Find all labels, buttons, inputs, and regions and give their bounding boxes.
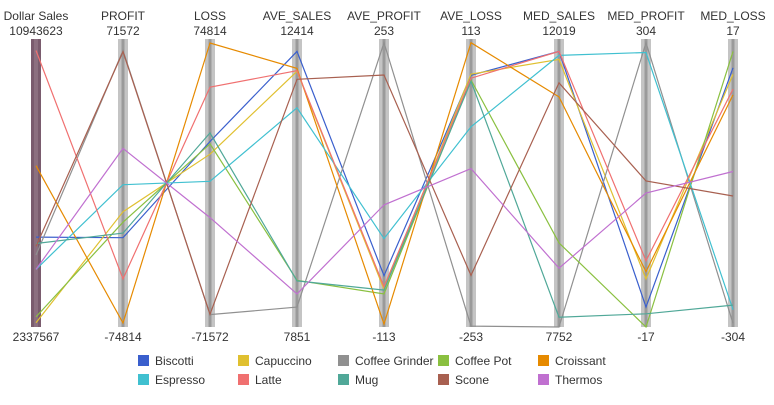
series-line-espresso[interactable] — [35, 51, 734, 310]
axis-bar-core — [644, 39, 648, 327]
legend-swatch — [338, 355, 349, 366]
legend-swatch — [538, 355, 549, 366]
legend-label: Coffee Pot — [455, 354, 512, 368]
legend-label: Croissant — [555, 354, 606, 368]
legend-swatch — [538, 374, 549, 385]
legend-swatch — [438, 374, 449, 385]
series-lines — [35, 40, 734, 329]
axis-min-label: -74814 — [104, 330, 142, 344]
axis-min-label: -253 — [459, 330, 483, 344]
axis-min-label: -17 — [637, 330, 655, 344]
axis-bar-core — [208, 39, 212, 327]
legend-item-scone[interactable]: Scone — [438, 373, 489, 387]
axis-min-label: -113 — [372, 330, 395, 344]
axis-title-loss: LOSS — [194, 9, 226, 23]
axis-min-label: 2337567 — [13, 330, 60, 344]
axis-min-label: 7752 — [546, 330, 573, 344]
axis-bars — [31, 39, 738, 327]
legend-item-croissant[interactable]: Croissant — [538, 354, 606, 368]
axis-title-med-loss: MED_LOSS — [700, 9, 765, 23]
axis-title-ave-profit: AVE_PROFIT — [347, 9, 421, 23]
axis-max-label: 12414 — [280, 24, 314, 38]
axis-bar-core — [469, 39, 473, 327]
legend-item-mug[interactable]: Mug — [338, 373, 378, 387]
axis-bar-core — [295, 39, 299, 327]
axis-bar-core — [731, 39, 735, 327]
series-line-latte[interactable] — [35, 50, 734, 289]
axis-max-label: 253 — [374, 24, 394, 38]
legend-item-capuccino[interactable]: Capuccino — [238, 354, 312, 368]
axis-min-label: -304 — [721, 330, 745, 344]
series-line-thermos[interactable] — [35, 147, 734, 295]
legend-item-coffee-grinder[interactable]: Coffee Grinder — [338, 354, 434, 368]
legend-item-thermos[interactable]: Thermos — [538, 373, 602, 387]
legend-swatch — [438, 355, 449, 366]
axis-title-profit: PROFIT — [101, 9, 146, 23]
legend-item-biscotti[interactable]: Biscotti — [138, 354, 194, 368]
legend-label: Capuccino — [255, 354, 312, 368]
axis-title-med-profit: MED_PROFIT — [607, 9, 685, 23]
axis-max-label: 10943623 — [9, 24, 63, 38]
axis-bar-core — [382, 39, 386, 327]
legend-swatch — [238, 355, 249, 366]
series-line-biscotti[interactable] — [35, 50, 734, 309]
axis-min-label: -71572 — [191, 330, 229, 344]
legend-swatch — [238, 374, 249, 385]
axis-max-label: 71572 — [106, 24, 140, 38]
legend-label: Coffee Grinder — [355, 354, 434, 368]
legend-swatch — [338, 374, 349, 385]
axis-min-label: 7851 — [284, 330, 311, 344]
axis-title-ave-loss: AVE_LOSS — [440, 9, 502, 23]
legend-label: Mug — [355, 373, 378, 387]
legend-label: Biscotti — [155, 354, 194, 368]
legend-item-coffee-pot[interactable]: Coffee Pot — [438, 354, 512, 368]
legend-label: Thermos — [555, 373, 602, 387]
axis-max-label: 113 — [461, 24, 480, 38]
series-line-scone[interactable] — [35, 50, 734, 317]
legend-swatch — [138, 355, 149, 366]
axis-bar-core — [557, 39, 561, 327]
axis-max-label: 17 — [726, 24, 740, 38]
axis-max-label: 304 — [636, 24, 656, 38]
axis-max-label: 12019 — [542, 24, 576, 38]
axis-bar-highlight — [34, 39, 38, 327]
legend-label: Espresso — [155, 373, 205, 387]
series-line-mug[interactable] — [35, 79, 734, 318]
series-line-coffee-pot[interactable] — [35, 51, 734, 329]
axis-max-label: 74814 — [193, 24, 227, 38]
legend-item-latte[interactable]: Latte — [238, 373, 282, 387]
axis-title-med-sales: MED_SALES — [523, 9, 595, 23]
legend-label: Scone — [455, 373, 489, 387]
series-line-croissant[interactable] — [35, 41, 734, 327]
legend: Biscotti Capuccino Coffee Grinder Coffee Po… — [138, 354, 606, 387]
axis-title-ave-sales: AVE_SALES — [263, 9, 331, 23]
legend-item-espresso[interactable]: Espresso — [138, 373, 205, 387]
axis-title-dollar-sales: Dollar Sales — [4, 9, 69, 23]
axis-bar-core — [121, 39, 125, 327]
legend-label: Latte — [255, 373, 282, 387]
legend-swatch — [138, 374, 149, 385]
